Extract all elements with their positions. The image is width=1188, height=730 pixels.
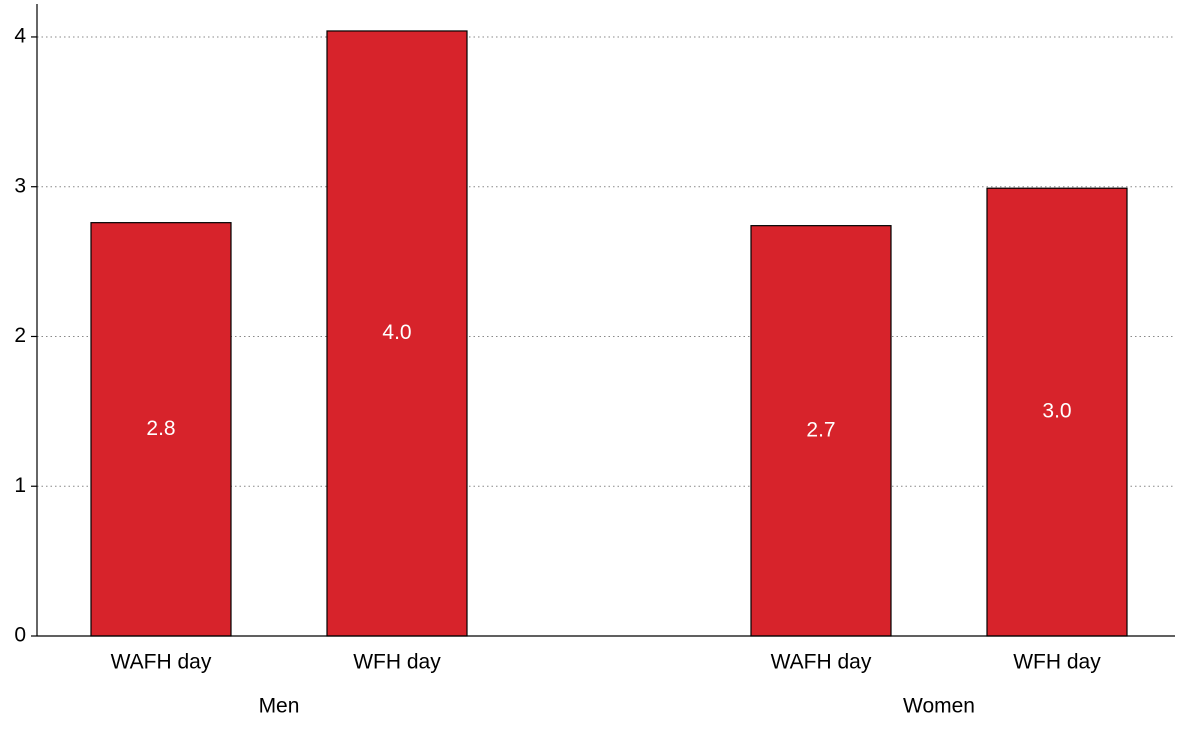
bar [986,187,1128,637]
bar [90,222,232,637]
bar [326,30,468,637]
x-tick-label: WAFH day [111,651,212,674]
y-tick-label: 1 [14,474,26,497]
group-label: Women [903,695,975,718]
x-tick-label: WAFH day [771,651,872,674]
x-tick-label: WFH day [353,651,441,674]
value-label: 2.8 [146,417,175,440]
y-tick-label: 4 [14,24,26,47]
y-tick-label: 2 [14,324,26,347]
value-label: 3.0 [1042,400,1071,423]
y-tick-label: 3 [14,174,26,197]
value-label: 4.0 [382,321,411,344]
value-label: 2.7 [806,418,835,441]
group-label: Men [259,695,300,718]
y-tick-label: 0 [14,624,26,647]
x-tick-label: WFH day [1013,651,1101,674]
bar [750,225,892,637]
